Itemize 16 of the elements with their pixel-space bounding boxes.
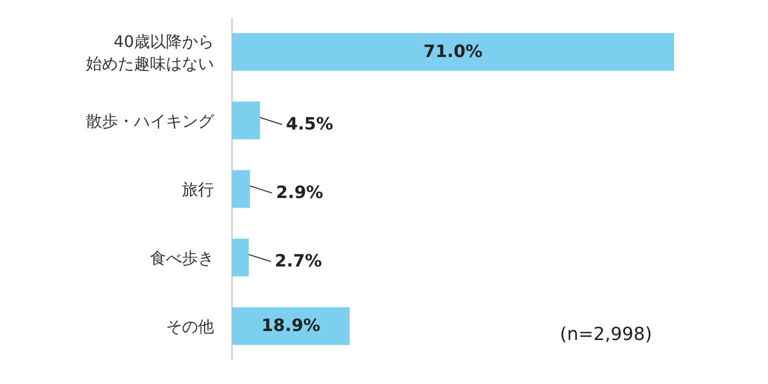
y-tick-label: 旅行 — [182, 180, 214, 198]
data-label: 18.9% — [261, 316, 320, 336]
annotation: (n=2,998) — [560, 324, 652, 345]
y-tick-label: 散歩・ハイキング — [86, 110, 215, 130]
data-label: 2.9% — [276, 183, 324, 203]
bar — [232, 170, 250, 208]
bar — [232, 238, 249, 276]
y-tick-label: 食べ歩き — [150, 248, 214, 268]
bar — [232, 307, 350, 345]
bar — [232, 102, 260, 140]
y-tick-label: 40歳以降から始めた趣味はない — [86, 31, 214, 72]
data-label: 2.7% — [274, 252, 322, 272]
data-label: 4.5% — [286, 114, 334, 134]
bar — [232, 33, 674, 71]
y-tick-label: その他 — [166, 316, 214, 336]
data-label: 71.0% — [424, 42, 482, 62]
